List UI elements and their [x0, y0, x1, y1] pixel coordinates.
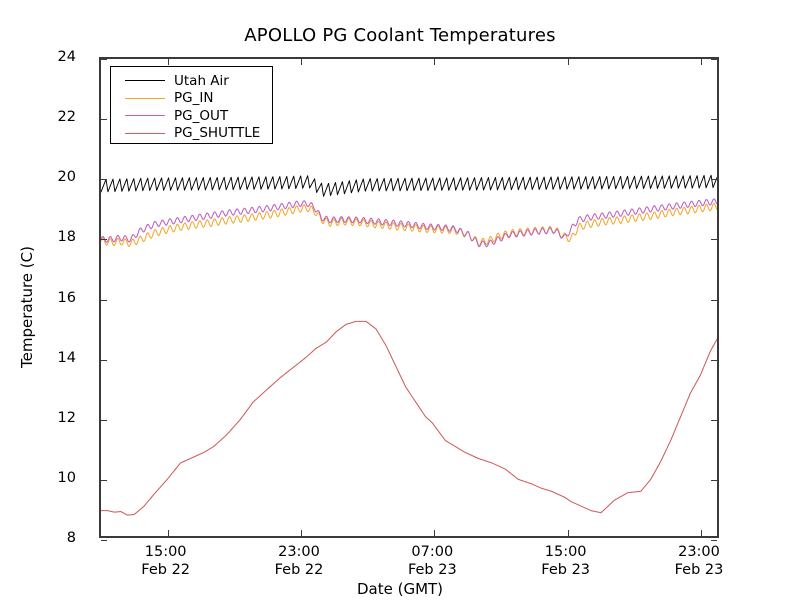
legend-item: Utah Air — [111, 72, 272, 90]
y-tick-mark — [101, 179, 107, 181]
x-tick-label: 07:00 Feb 23 — [372, 543, 492, 579]
x-tick-date: Feb 23 — [407, 562, 457, 578]
chart-legend: Utah Air PG_IN PG_OUT PG_SHUTTLE — [110, 66, 273, 144]
x-tick-mark — [167, 59, 169, 65]
y-tick-mark — [101, 540, 107, 541]
y-tick-label: 20 — [57, 169, 76, 186]
y-tick-mark — [711, 540, 717, 541]
series-line-pg-out — [101, 198, 717, 248]
legend-label: PG_SHUTTLE — [174, 125, 261, 142]
legend-color-swatch — [125, 115, 165, 117]
y-tick-mark — [711, 299, 717, 301]
y-tick-mark — [101, 419, 107, 421]
y-tick-label: 10 — [57, 469, 76, 486]
series-line-pg-shuttle — [101, 320, 717, 516]
x-tick-label: 23:00 Feb 22 — [239, 543, 359, 579]
y-tick-mark — [711, 59, 717, 60]
y-tick-mark — [711, 419, 717, 421]
x-tick-mark — [301, 530, 302, 536]
x-tick-date: Feb 23 — [541, 562, 591, 578]
x-tick-mark — [167, 530, 169, 536]
x-tick-mark — [567, 530, 569, 536]
x-tick-time: 15:00 — [544, 544, 587, 560]
x-tick-date: Feb 23 — [674, 562, 724, 578]
y-tick-label: 12 — [57, 409, 76, 426]
x-axis-label: Date (GMT) — [356, 580, 444, 598]
y-tick-mark — [101, 299, 107, 301]
y-tick-mark — [101, 479, 107, 481]
x-tick-date: Feb 22 — [141, 562, 191, 578]
legend-label: Utah Air — [174, 72, 229, 89]
x-tick-mark — [301, 59, 302, 65]
legend-label: PG_OUT — [174, 107, 229, 124]
x-tick-label: 15:00 Feb 23 — [506, 543, 626, 579]
y-tick-mark — [711, 119, 717, 121]
y-tick-label: 16 — [57, 289, 76, 306]
legend-color-swatch — [125, 132, 165, 134]
y-tick-label: 24 — [57, 49, 76, 65]
x-tick-mark — [434, 59, 436, 65]
y-tick-mark — [711, 359, 717, 361]
y-tick-mark — [711, 239, 717, 241]
legend-item: PG_OUT — [111, 107, 272, 125]
x-tick-mark — [701, 59, 702, 65]
x-tick-mark — [701, 530, 702, 536]
series-canvas — [101, 174, 717, 516]
legend-color-swatch — [125, 80, 165, 82]
y-tick-mark — [711, 479, 717, 481]
y-tick-mark — [101, 119, 107, 121]
x-tick-time: 23:00 — [678, 544, 720, 560]
y-tick-mark — [101, 59, 107, 60]
y-tick-mark — [101, 239, 107, 241]
x-tick-time: 07:00 — [411, 544, 454, 560]
x-tick-mark — [567, 59, 569, 65]
chart-title: APOLLO PG Coolant Temperatures — [244, 25, 556, 46]
y-tick-label: 8 — [66, 530, 76, 546]
y-tick-label: 14 — [57, 349, 76, 366]
series-line-utah-air — [101, 174, 717, 197]
x-tick-label: 15:00 Feb 22 — [106, 543, 226, 579]
legend-item: PG_IN — [111, 90, 272, 108]
x-tick-label: 23:00 Feb 23 — [639, 543, 759, 579]
y-tick-label: 22 — [57, 109, 76, 126]
legend-label: PG_IN — [174, 90, 214, 107]
legend-color-swatch — [125, 97, 165, 99]
x-tick-mark — [434, 530, 436, 536]
y-axis-label: Temperature (C) — [18, 246, 36, 368]
x-tick-date: Feb 22 — [274, 562, 324, 578]
y-tick-mark — [711, 179, 717, 181]
x-tick-time: 23:00 — [278, 544, 320, 560]
y-tick-label: 18 — [57, 229, 76, 246]
y-tick-mark — [101, 359, 107, 361]
series-line-pg-in — [101, 202, 717, 247]
x-tick-time: 15:00 — [144, 544, 187, 560]
legend-item: PG_SHUTTLE — [111, 125, 272, 143]
